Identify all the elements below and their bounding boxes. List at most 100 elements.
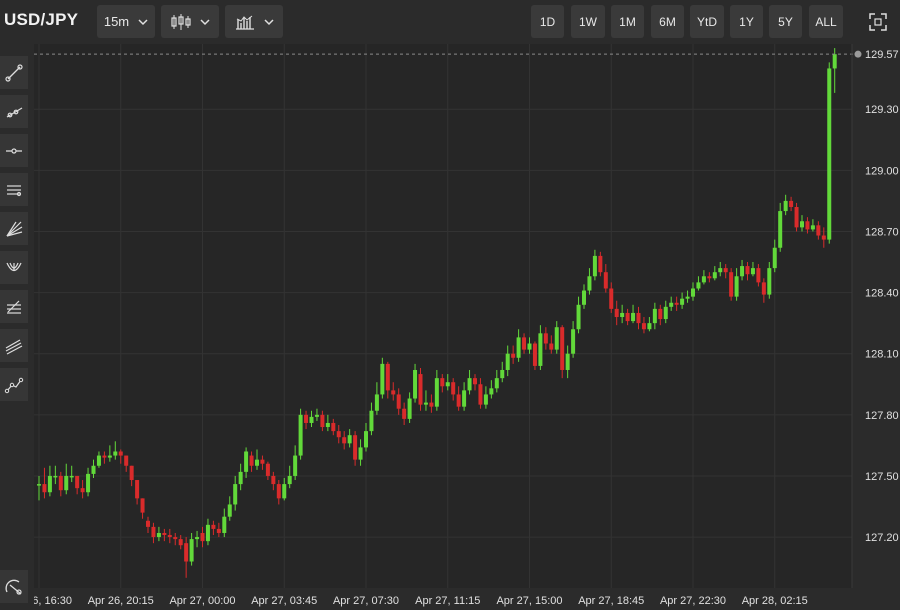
candle	[227, 496, 232, 521]
chevron-down-icon	[263, 18, 274, 25]
candle	[325, 414, 330, 432]
candle-body	[336, 431, 341, 438]
candle-body	[227, 504, 232, 517]
range-button-6m[interactable]: 6M	[651, 5, 684, 38]
candle-body	[451, 382, 456, 395]
trend-line-tool[interactable]	[0, 56, 28, 89]
pitchfork-icon	[6, 262, 22, 271]
candle	[554, 321, 559, 354]
indicators-dropdown[interactable]	[225, 5, 283, 38]
range-button-1m[interactable]: 1M	[611, 5, 644, 38]
candle-body	[151, 526, 156, 538]
range-button-5y[interactable]: 5Y	[769, 5, 802, 38]
candle-body	[620, 312, 625, 318]
candle-body	[298, 414, 303, 456]
candle-body	[53, 475, 58, 478]
candle-body	[146, 520, 150, 527]
candle	[658, 304, 663, 326]
candle	[249, 451, 254, 472]
candle-body	[86, 473, 91, 493]
price-tick-label: 127.80	[865, 410, 899, 422]
candle	[64, 463, 69, 495]
candle	[205, 518, 210, 546]
symbol-title[interactable]: USD/JPY	[4, 10, 79, 29]
candle	[598, 251, 603, 277]
fibonacci-tool[interactable]	[0, 290, 28, 323]
candle-body	[385, 363, 390, 391]
horizontal-line-icon	[6, 147, 22, 154]
candle	[244, 447, 249, 478]
range-button-1d[interactable]: 1D	[531, 5, 564, 38]
candle	[827, 62, 832, 244]
candle-body	[211, 524, 216, 529]
candle-body	[135, 480, 140, 499]
candle	[107, 445, 112, 462]
candle-body	[636, 312, 641, 324]
candle	[609, 282, 614, 313]
candle-body	[178, 539, 183, 546]
time-tick-label: Apr 28, 02:15	[742, 595, 808, 607]
candle	[582, 284, 586, 309]
trend-line-icon	[5, 63, 23, 82]
candle	[124, 455, 129, 472]
candle-body	[718, 268, 723, 273]
candle-body	[576, 304, 581, 330]
range-button-1w[interactable]: 1W	[571, 5, 605, 38]
fullscreen-button[interactable]	[859, 5, 897, 38]
candle	[287, 465, 292, 489]
candle	[353, 431, 358, 466]
path-icon	[4, 377, 24, 393]
price-tick-label: 127.50	[865, 471, 899, 483]
candle-body	[173, 537, 178, 540]
candlestick-icon	[170, 13, 191, 30]
candle	[805, 217, 810, 234]
chart-type-dropdown[interactable]	[161, 5, 219, 38]
candle	[532, 341, 537, 370]
candle	[216, 522, 221, 538]
candle	[364, 422, 368, 452]
candle	[293, 445, 298, 481]
candle-body	[396, 394, 401, 409]
candle-body	[565, 353, 570, 370]
range-button-ytd[interactable]: YtD	[690, 5, 724, 38]
candle-body	[358, 447, 363, 460]
candle	[734, 268, 739, 301]
candle	[58, 471, 63, 497]
fan-tool[interactable]	[0, 212, 28, 245]
measure-tool[interactable]	[0, 570, 28, 603]
candle	[423, 390, 428, 411]
candle	[565, 345, 570, 379]
regression-channel-tool[interactable]	[0, 329, 28, 362]
candle-body	[37, 484, 41, 486]
candle	[603, 264, 608, 293]
range-button-1y[interactable]: 1Y	[730, 5, 763, 38]
candle	[418, 367, 423, 411]
horizontal-line-tool[interactable]	[0, 134, 28, 167]
candle-body	[734, 276, 739, 297]
candle	[478, 378, 483, 409]
range-button-all[interactable]: ALL	[809, 5, 843, 38]
candle-body	[473, 378, 477, 385]
candle-body	[794, 206, 799, 228]
candle	[549, 335, 554, 354]
candle-body	[369, 410, 374, 432]
candle	[462, 382, 467, 411]
candle-body	[440, 378, 445, 387]
candle-body	[244, 451, 249, 472]
time-tick-label: Apr 27, 03:45	[251, 595, 317, 607]
candle-body	[434, 378, 439, 407]
pitchfork-tool[interactable]	[0, 251, 28, 284]
candle	[118, 449, 123, 464]
parallel-channel-tool[interactable]	[0, 173, 28, 206]
candlestick-chart[interactable]: 127.20 127.50 127.80 128.10 128.40 128.70 129.…	[34, 44, 900, 610]
candle-body	[631, 312, 636, 322]
interval-dropdown[interactable]: 15m	[97, 5, 155, 38]
candle-body	[789, 200, 794, 207]
ray-tool[interactable]	[0, 95, 28, 128]
candle	[772, 239, 777, 273]
candle	[740, 259, 745, 281]
candle-body	[543, 333, 548, 344]
candle	[189, 532, 194, 566]
candle-body	[538, 333, 543, 366]
path-tool[interactable]	[0, 368, 28, 401]
